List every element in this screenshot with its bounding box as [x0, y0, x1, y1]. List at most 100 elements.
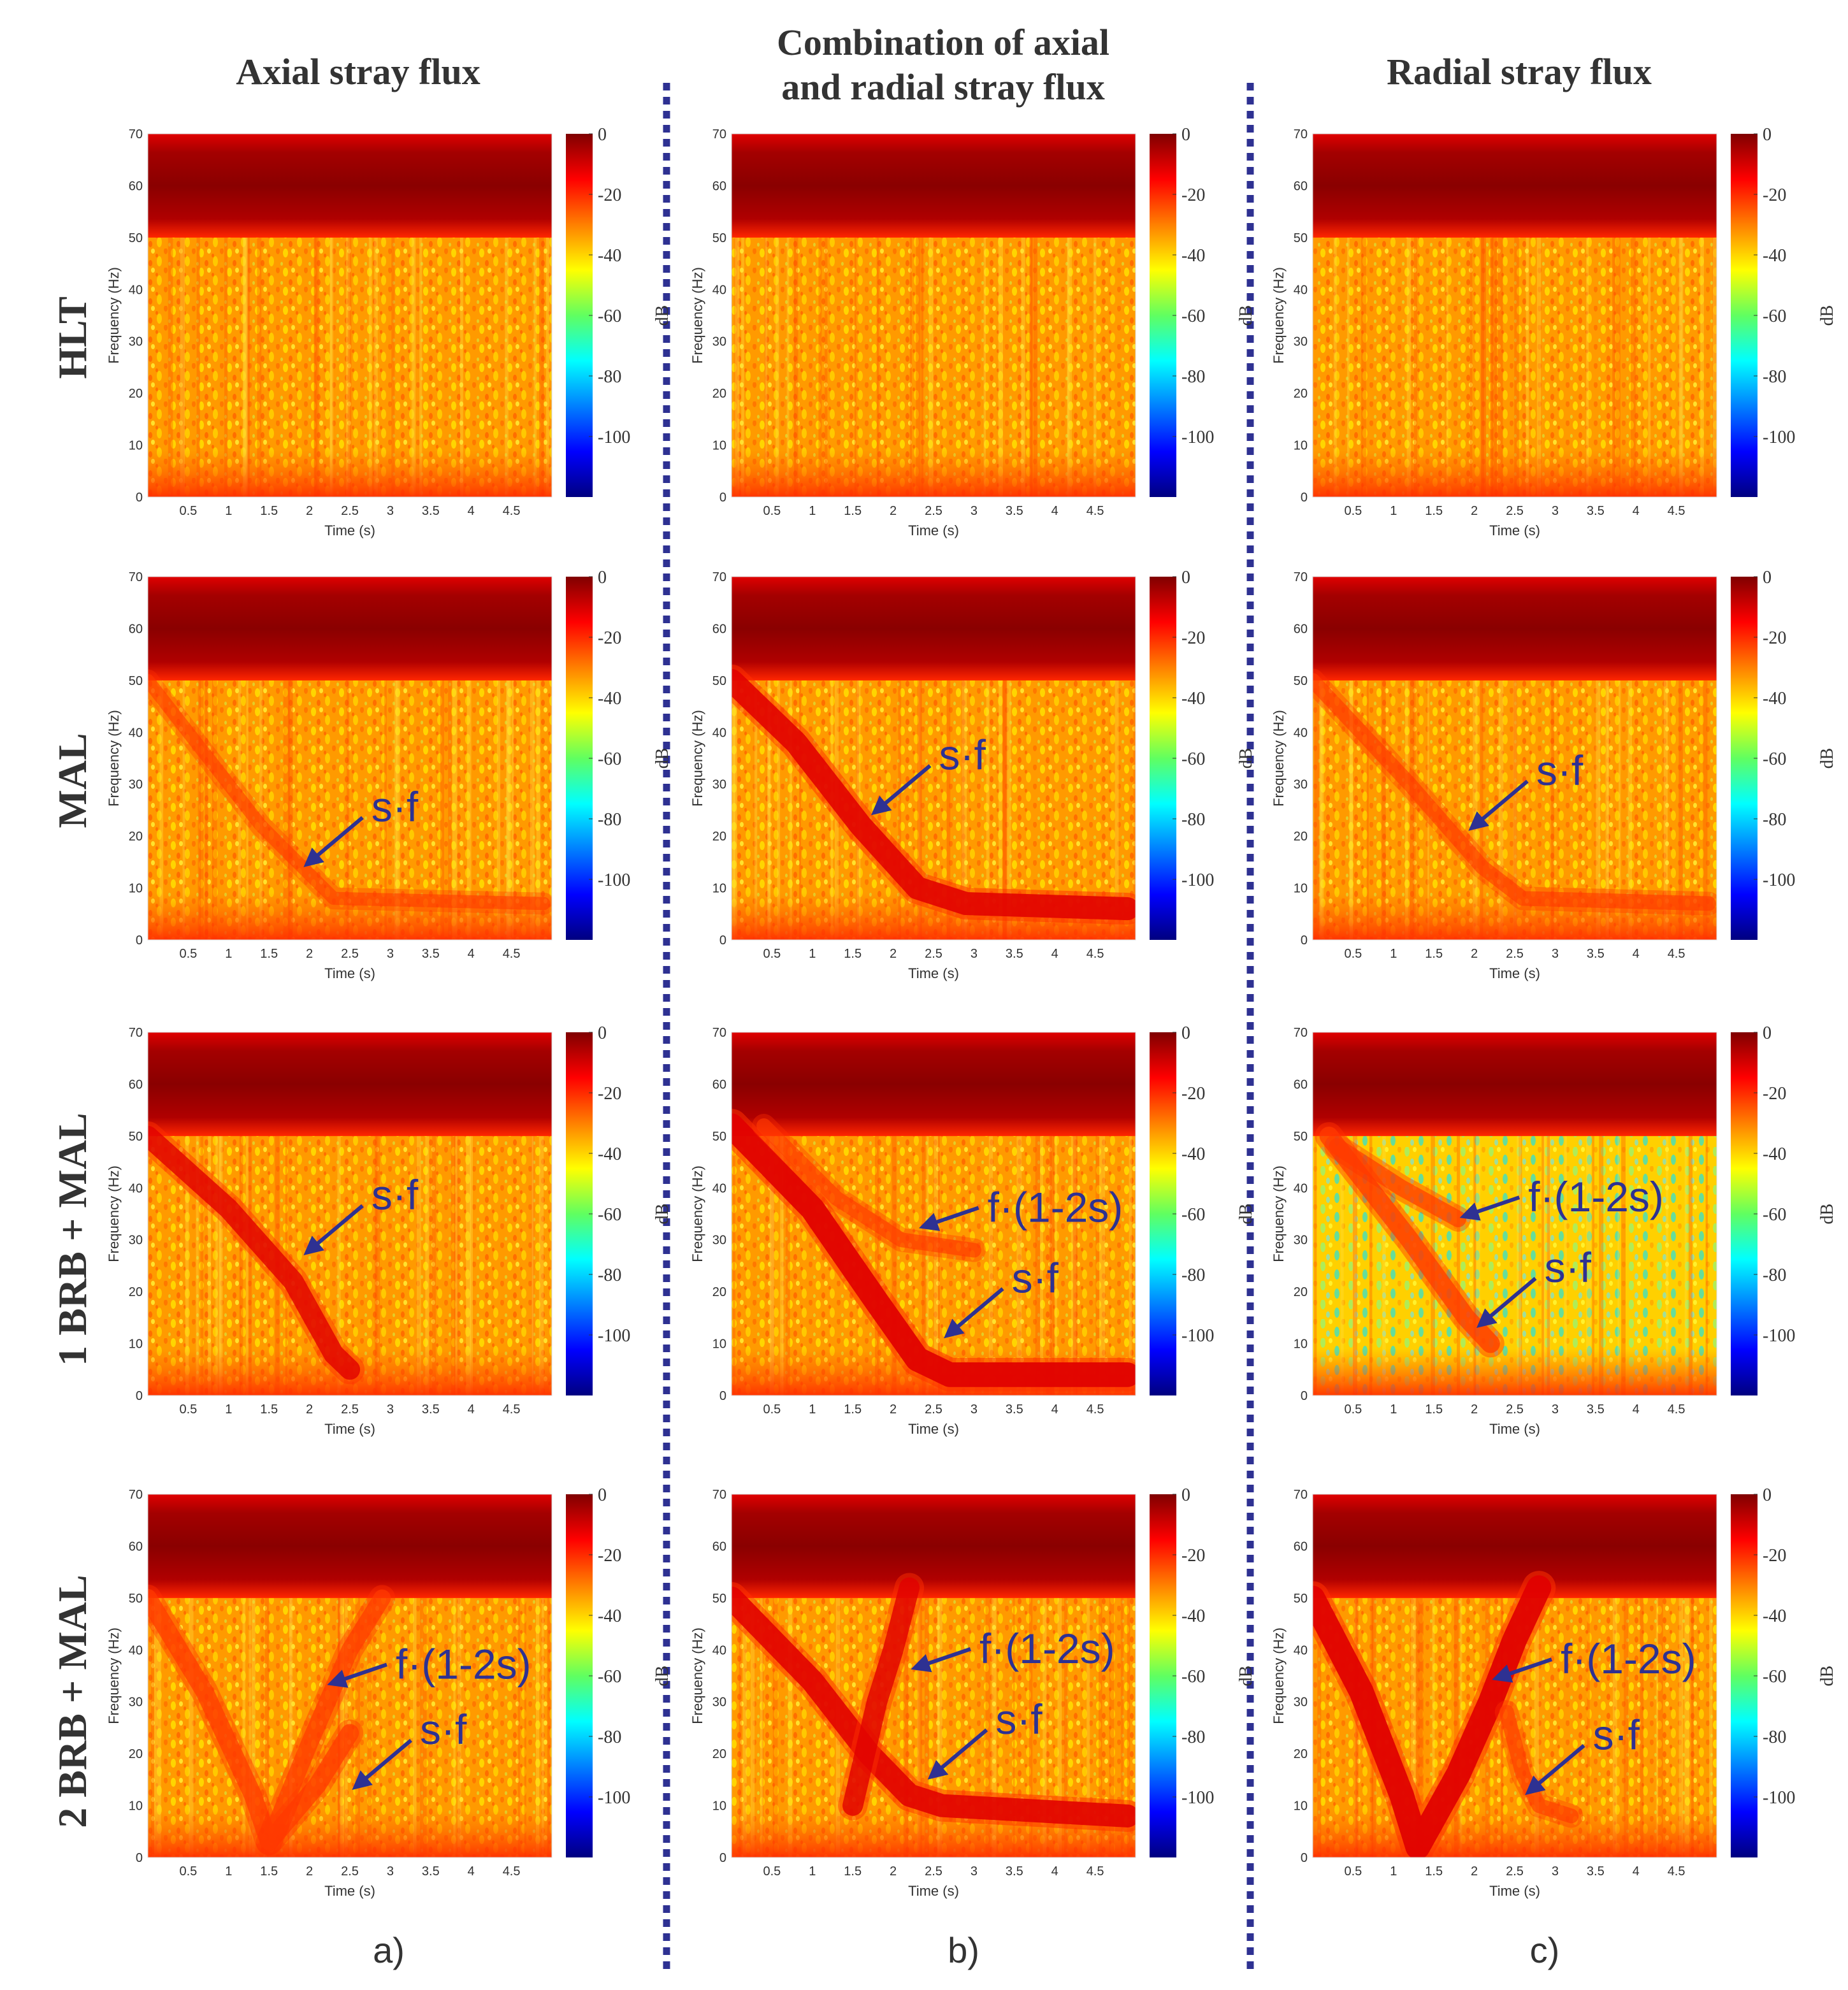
y-tick-label: 30 [129, 778, 143, 792]
colorbar-scale [1731, 1032, 1758, 1395]
x-tick-label: 1 [225, 1864, 232, 1878]
x-tick-label: 3.5 [1006, 504, 1023, 518]
y-tick-label: 0 [136, 1851, 143, 1865]
x-axis-label: Time (s) [908, 523, 959, 538]
x-tick-label: 4.5 [1668, 504, 1686, 518]
x-tick-label: 4 [1633, 1864, 1640, 1878]
harmonic-trace [148, 674, 551, 911]
annotation-sf: s·f [303, 1171, 419, 1256]
colorbar-tick-label: -80 [1763, 1265, 1786, 1285]
colorbar: 0 -20 -40 -60 -80 -100 dB [1150, 568, 1256, 940]
x-tick-label: 2.5 [341, 1864, 359, 1878]
y-tick-label: 40 [712, 1181, 726, 1195]
annotation-arrow [911, 1647, 971, 1673]
colorbar-scale [1150, 134, 1176, 497]
colorbar-tick-label: -80 [1181, 1265, 1205, 1285]
y-tick-label: 60 [712, 622, 726, 636]
x-tick-label: 4 [468, 947, 475, 961]
x-tick-label: 3 [971, 1864, 978, 1878]
y-tick-label: 20 [1294, 830, 1308, 844]
annotation-text: s·f [995, 1696, 1043, 1743]
colorbar-tick-label: -60 [1181, 749, 1205, 769]
colorbar-tick-label: 0 [598, 1485, 607, 1505]
harmonic-trace [1319, 1127, 1500, 1353]
x-tick-label: 3.5 [1587, 1402, 1605, 1417]
x-tick-label: 4 [1051, 947, 1058, 961]
colorbar-label: dB [1817, 1666, 1837, 1687]
colorbar-tick-label: 0 [598, 568, 607, 588]
column-title-combination-line-2: and radial stray flux [781, 66, 1105, 108]
x-tick-label: 1.5 [844, 504, 862, 518]
colorbar-tick-label: 0 [1763, 568, 1772, 588]
y-tick-label: 30 [129, 335, 143, 349]
colorbar-tick-label: -100 [1181, 870, 1214, 890]
colorbar-tick-label: -60 [598, 1205, 621, 1225]
x-tick-label: 0.5 [763, 1402, 781, 1417]
annotation-text: f·(1-2s) [979, 1625, 1115, 1672]
axes-frame [1312, 576, 1717, 941]
x-tick-label: 3 [1552, 947, 1559, 961]
colorbar-tick-label: -60 [598, 749, 621, 769]
colorbar-label: dB [1236, 748, 1256, 769]
x-tick-label: 3.5 [1006, 1864, 1023, 1878]
x-tick-label: 2 [1471, 947, 1478, 961]
x-tick-label: 3.5 [422, 504, 440, 518]
colorbar-tick-label: -40 [598, 689, 621, 709]
y-tick-label: 0 [719, 1389, 726, 1403]
y-tick-label: 70 [129, 1026, 143, 1040]
x-tick-label: 1 [225, 504, 232, 518]
y-tick-label: 60 [712, 179, 726, 193]
x-tick-label: 3 [387, 1864, 394, 1878]
panel-r2-c1: 0 10 20 30 40 50 60 70 0.5 1 1.5 2 2.5 3 3.5 4 4.5 Time (… [689, 1023, 1256, 1437]
harmonic-trace [842, 1577, 920, 1816]
colorbar-tick-label: -40 [1181, 246, 1205, 266]
y-tick-label: 50 [129, 674, 143, 688]
x-tick-label: 2.5 [925, 504, 942, 518]
axes-frame [731, 576, 1136, 941]
panel-r3-c1: 0 10 20 30 40 50 60 70 0.5 1 1.5 2 2.5 3 3.5 4 4.5 Time (… [689, 1485, 1256, 1899]
x-tick-label: 2 [890, 504, 897, 518]
fundamental-band [148, 1032, 552, 1136]
colorbar-tick-label: -80 [1181, 1727, 1205, 1747]
colorbar-tick-label: -40 [1763, 1606, 1786, 1626]
x-tick-label: 4 [1051, 1402, 1058, 1417]
colorbar-tick-label: 0 [598, 1023, 607, 1043]
colorbar-label: dB [1817, 305, 1837, 326]
x-tick-label: 1.5 [844, 1864, 862, 1878]
y-tick-label: 40 [1294, 726, 1308, 740]
x-tick-label: 2.5 [1506, 1402, 1524, 1417]
annotation-sf: s·f [352, 1706, 467, 1791]
x-tick-label: 1 [225, 947, 232, 961]
axes-frame [1312, 133, 1717, 498]
y-tick-label: 30 [1294, 778, 1308, 792]
x-tick-label: 4 [1051, 504, 1058, 518]
annotation-sf: s·f [944, 1254, 1059, 1339]
x-tick-label: 2.5 [1506, 947, 1524, 961]
annotation-text: s·f [372, 783, 419, 830]
x-tick-label: 0.5 [763, 1864, 781, 1878]
colorbar-tick-label: 0 [1181, 125, 1190, 145]
axes-frame [1312, 1494, 1717, 1858]
colorbar-tick-label: -40 [598, 1144, 621, 1164]
spectrogram-image [1313, 134, 1717, 497]
x-tick-label: 0.5 [763, 947, 781, 961]
x-tick-label: 3.5 [422, 947, 440, 961]
x-tick-label: 2 [306, 1402, 313, 1417]
x-tick-label: 1.5 [844, 947, 862, 961]
fundamental-band [732, 577, 1136, 681]
colorbar-scale [1150, 1032, 1176, 1395]
panel-r1-c1: 0 10 20 30 40 50 60 70 0.5 1 1.5 2 2.5 3 3.5 4 4.5 Time (… [689, 568, 1256, 981]
annotation-sf: s·f [303, 783, 419, 867]
annotation-f-1-2s: f·(1-2s) [1459, 1173, 1664, 1221]
y-tick-label: 30 [1294, 1234, 1308, 1248]
column-sublabel-a: a) [373, 1930, 405, 1970]
axes-frame [147, 1494, 552, 1858]
colorbar-tick-label: -20 [598, 1084, 621, 1104]
y-tick-label: 40 [129, 726, 143, 740]
colorbar-tick-label: -60 [1181, 1205, 1205, 1225]
row-label-hlt: HLT [50, 296, 95, 379]
colorbar-tick-label: 0 [1763, 1023, 1772, 1043]
colorbar-tick-label: 0 [1763, 125, 1772, 145]
spectrogram-image [732, 1032, 1136, 1395]
x-axis-label: Time (s) [324, 965, 375, 981]
